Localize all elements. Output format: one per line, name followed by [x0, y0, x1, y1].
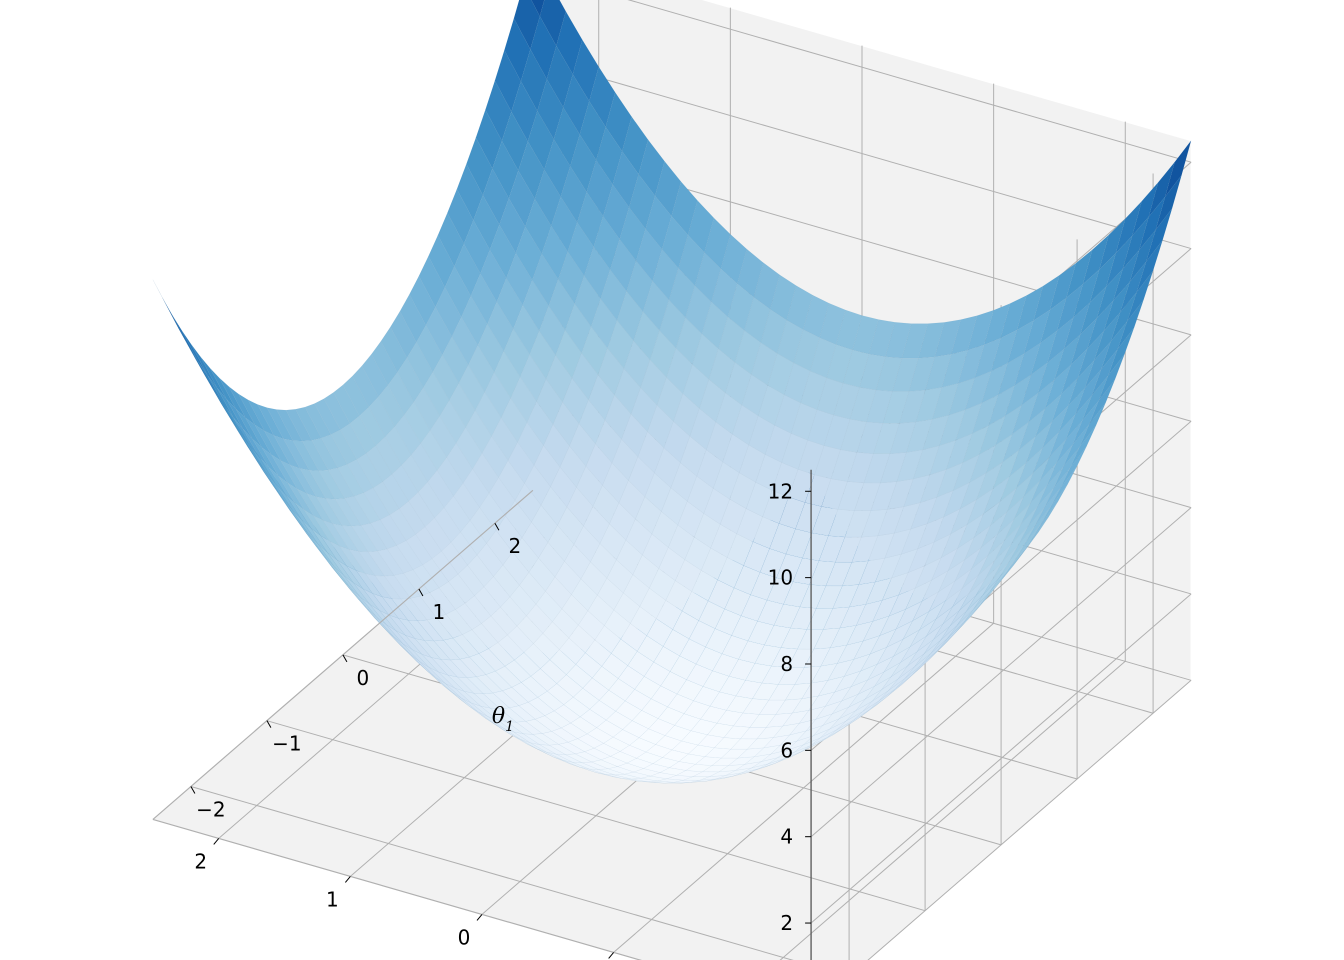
surface-plot-svg: 024681012−2−1012−2−1012θ1θ2	[0, 0, 1344, 960]
svg-text:0: 0	[458, 925, 471, 949]
svg-text:0: 0	[357, 666, 370, 690]
svg-text:−1: −1	[272, 732, 301, 756]
svg-text:1: 1	[433, 600, 446, 624]
chart-container: f1(θ) = θ12 + θ22 024681012−2−1012−2−101…	[0, 0, 1344, 960]
svg-text:8: 8	[780, 652, 793, 676]
svg-text:6: 6	[780, 738, 793, 762]
svg-text:1: 1	[326, 887, 339, 911]
svg-text:2: 2	[194, 849, 207, 873]
svg-text:12: 12	[768, 479, 793, 503]
svg-text:2: 2	[780, 911, 793, 935]
svg-text:4: 4	[780, 825, 793, 849]
svg-text:−2: −2	[196, 797, 225, 821]
svg-text:10: 10	[768, 566, 793, 590]
svg-text:2: 2	[509, 534, 522, 558]
